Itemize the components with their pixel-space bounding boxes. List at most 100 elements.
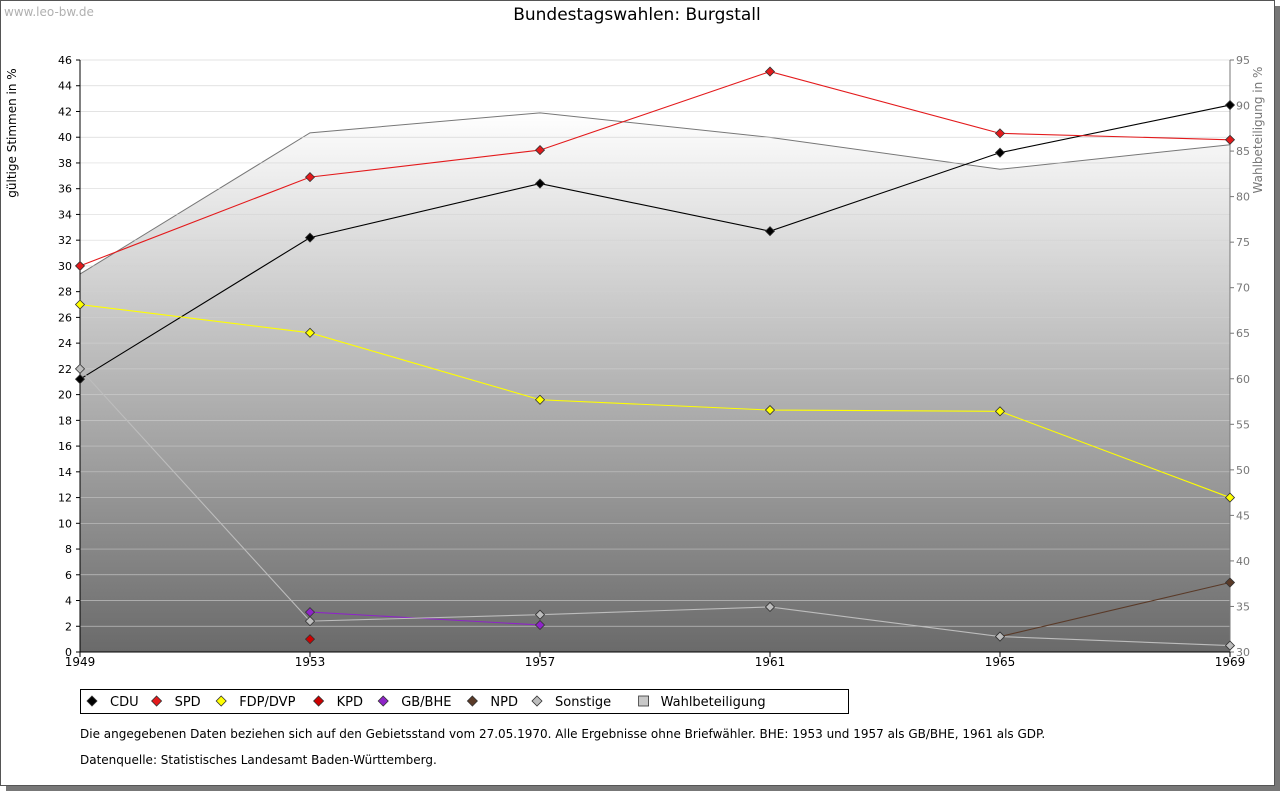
- y2-axis-label: Wahlbeteiligung in %: [1251, 67, 1265, 194]
- legend-swatch-wahlbeteiligung: [638, 695, 649, 707]
- data-point-npd: [1224, 577, 1236, 588]
- legend-label-kpd: KPD: [337, 695, 363, 710]
- y-tick-label: 30: [58, 260, 72, 273]
- y2-tick-label: 90: [1236, 100, 1250, 113]
- data-point-sonstige: [534, 609, 546, 620]
- data-point-sonstige: [74, 363, 86, 374]
- x-tick-label: 1961: [755, 655, 786, 669]
- data-point-cdu: [304, 232, 316, 243]
- legend-box: [80, 689, 849, 714]
- x-tick-label: 1949: [65, 655, 96, 669]
- footnote: Die angegebenen Daten beziehen sich auf …: [80, 727, 1045, 741]
- x-tick-label: 1957: [525, 655, 556, 669]
- y-tick-label: 26: [58, 311, 72, 324]
- y2-tick-label: 50: [1236, 464, 1250, 477]
- y-tick-label: 2: [65, 620, 72, 633]
- x-tick-label: 1965: [985, 655, 1016, 669]
- data-point-gb-bhe: [534, 619, 546, 631]
- series-line-sonstige: [79, 368, 1231, 647]
- y-tick-label: 20: [58, 389, 72, 402]
- y-tick-label: 22: [58, 363, 72, 376]
- series-line-fdp-dvp: [79, 303, 1231, 499]
- series-gb-bhe: [304, 607, 546, 631]
- series-sonstige: [74, 363, 1236, 651]
- data-point-fdp-dvp: [764, 404, 776, 416]
- y2-tick-label: 70: [1236, 282, 1250, 295]
- legend: CDU SPD FDP/DVP KPD GB/BHE NPD Sonstige Wahlbet…: [80, 689, 849, 714]
- legend-label-wahlbeteiligung: Wahlbeteiligung: [661, 695, 766, 710]
- y-tick-label: 46: [58, 54, 72, 67]
- y-tick-label: 10: [58, 517, 72, 530]
- y2-tick-label: 95: [1236, 54, 1250, 67]
- data-point-spd: [764, 66, 776, 77]
- data-point-fdp-dvp: [994, 406, 1006, 417]
- data-point-spd: [304, 172, 316, 183]
- x-tick-label: 1953: [295, 655, 326, 669]
- y-tick-label: 28: [58, 286, 72, 299]
- data-point-sonstige: [1224, 640, 1236, 651]
- data-point-sonstige: [764, 601, 776, 613]
- y-tick-label: 38: [58, 157, 72, 170]
- data-point-spd: [534, 145, 546, 156]
- y-axis-label: gültige Stimmen in %: [5, 68, 19, 197]
- y-tick-label: 8: [65, 543, 72, 556]
- y-tick-label: 34: [58, 208, 72, 221]
- y2-tick-label: 40: [1236, 555, 1250, 568]
- data-point-cdu: [74, 374, 86, 385]
- y-tick-label: 32: [58, 234, 72, 247]
- data-point-fdp-dvp: [74, 299, 86, 310]
- y2-tick-label: 30: [1236, 646, 1250, 659]
- data-point-kpd: [304, 634, 316, 645]
- y-tick-label: 18: [58, 414, 72, 427]
- series-kpd: [304, 634, 316, 645]
- x-tick-label: 1969: [1215, 655, 1246, 669]
- data-point-sonstige: [304, 616, 316, 627]
- y2-tick-label: 65: [1236, 327, 1250, 340]
- data-point-sonstige: [994, 631, 1006, 642]
- data-point-fdp-dvp: [1224, 492, 1236, 503]
- legend-label-cdu: CDU: [110, 695, 139, 710]
- data-point-cdu: [1224, 99, 1236, 111]
- legend-swatch-fdp-dvp: [215, 695, 227, 707]
- y-tick-label: 16: [58, 440, 72, 453]
- series-cdu: [74, 99, 1236, 385]
- y2-tick-label: 60: [1236, 373, 1250, 386]
- y2-tick-label: 85: [1236, 145, 1250, 158]
- y2-tick-label: 45: [1236, 509, 1250, 522]
- legend-swatch-sonstige: [531, 695, 543, 707]
- legend-swatch-gb-bhe: [377, 695, 389, 707]
- y-tick-label: 14: [58, 466, 72, 479]
- y2-tick-label: 80: [1236, 191, 1250, 204]
- data-point-fdp-dvp: [304, 327, 316, 338]
- turnout-area: [80, 112, 1230, 653]
- data-point-spd: [74, 260, 86, 271]
- data-point-spd: [1224, 134, 1236, 145]
- legend-swatch-spd: [151, 695, 163, 707]
- y-tick-label: 42: [58, 105, 72, 118]
- y-tick-label: 24: [58, 337, 72, 350]
- legend-label-fdp-dvp: FDP/DVP: [239, 695, 295, 710]
- legend-swatch-cdu: [86, 695, 98, 707]
- legend-label-sonstige: Sonstige: [555, 695, 611, 710]
- legend-swatch-npd: [466, 695, 478, 707]
- y2-tick-label: 75: [1236, 236, 1250, 249]
- series-line-gb-bhe: [309, 611, 541, 626]
- source-note: Datenquelle: Statistisches Landesamt Bad…: [80, 753, 437, 767]
- series-line-cdu: [79, 104, 1231, 380]
- data-point-cdu: [994, 147, 1006, 158]
- legend-swatch-kpd: [313, 695, 325, 707]
- series-line-spd: [79, 71, 1231, 267]
- data-point-cdu: [764, 226, 776, 237]
- data-point-spd: [994, 128, 1006, 139]
- y-tick-label: 44: [58, 80, 72, 93]
- y-tick-label: 0: [65, 646, 72, 659]
- y-tick-label: 6: [65, 569, 72, 582]
- y2-tick-label: 35: [1236, 600, 1250, 613]
- watermark: www.leo-bw.de: [4, 5, 94, 19]
- series-line-npd: [999, 581, 1231, 638]
- legend-label-spd: SPD: [175, 695, 201, 710]
- data-point-fdp-dvp: [534, 394, 546, 405]
- legend-label-gb-bhe: GB/BHE: [401, 695, 451, 710]
